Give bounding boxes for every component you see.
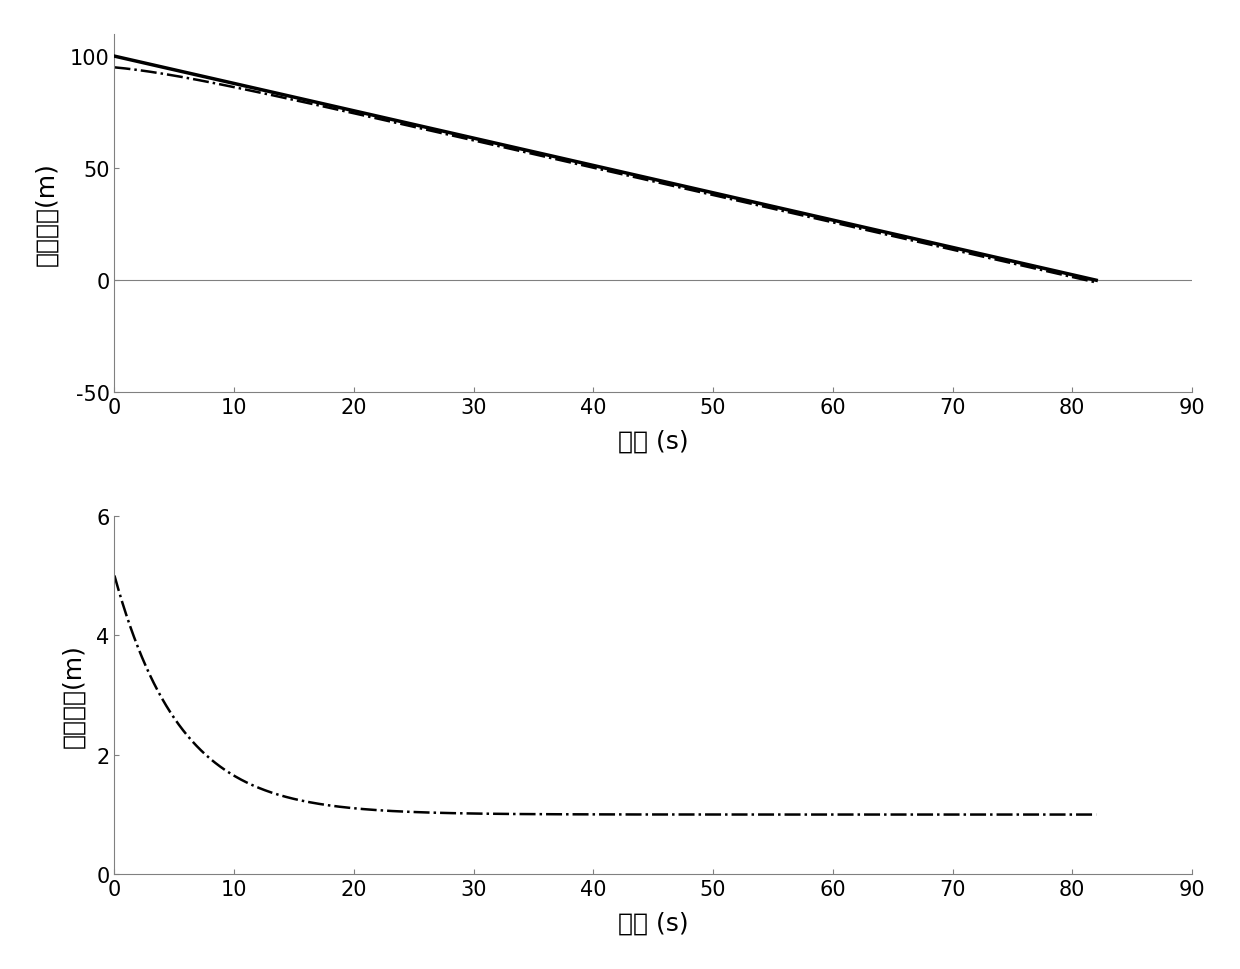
Y-axis label: 高度轨迹(m): 高度轨迹(m) xyxy=(35,162,58,266)
X-axis label: 时间 (s): 时间 (s) xyxy=(618,428,688,453)
Y-axis label: 高度误差(m): 高度误差(m) xyxy=(61,643,86,747)
X-axis label: 时间 (s): 时间 (s) xyxy=(618,910,688,934)
